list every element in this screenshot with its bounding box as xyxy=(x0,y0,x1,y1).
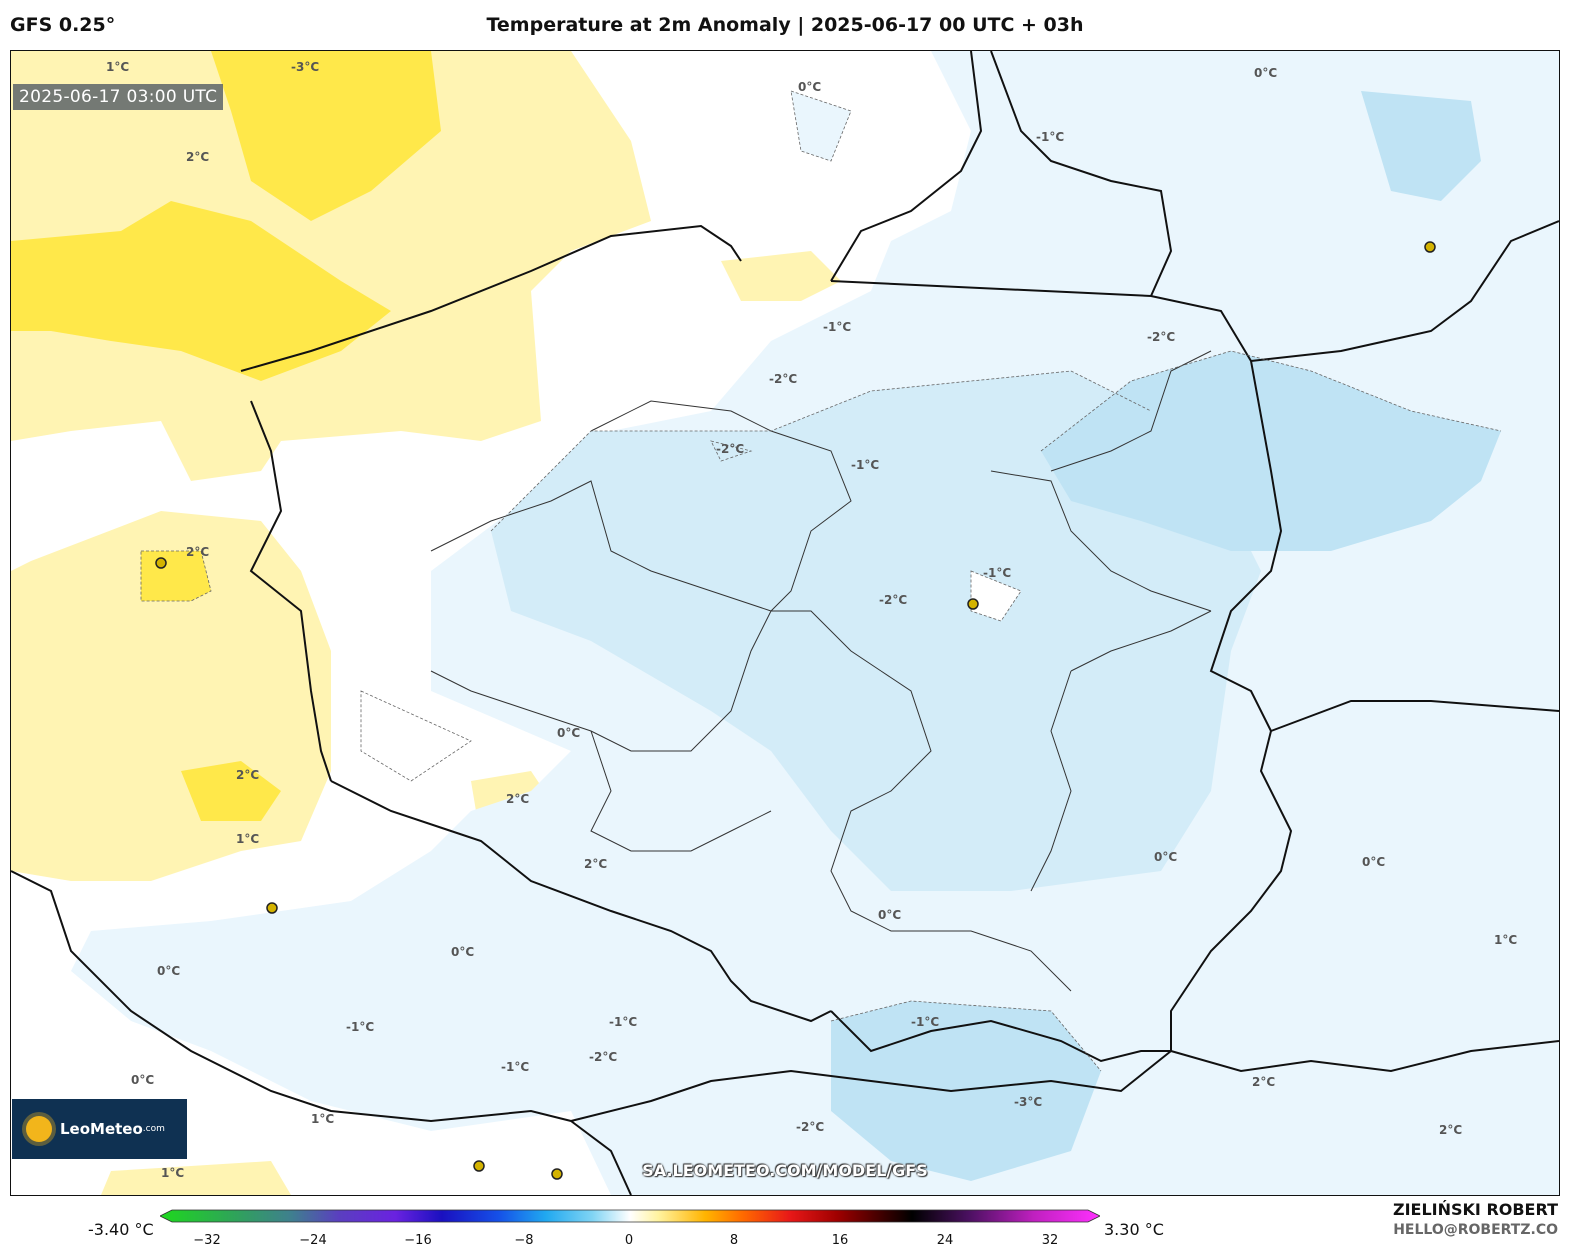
warm-core-denmark xyxy=(11,201,391,381)
border-ukraine-romania xyxy=(1170,1040,1559,1073)
colorbar-tick: −24 xyxy=(299,1233,327,1248)
city-marker-bratislava xyxy=(551,1168,563,1180)
isotherm-label: 1°C xyxy=(1494,933,1517,947)
isotherm-label: -3°C xyxy=(1014,1095,1042,1109)
colorbar-tick: 0 xyxy=(624,1233,634,1248)
colorbar-tick: −8 xyxy=(514,1233,534,1248)
city-marker-warsaw xyxy=(967,598,979,610)
colorbar-tick: 8 xyxy=(729,1233,739,1248)
isotherm-label: 2°C xyxy=(186,150,209,164)
isotherm-label: 1°C xyxy=(161,1166,184,1180)
city-marker-berlin xyxy=(155,557,167,569)
isotherm-label: -2°C xyxy=(589,1050,617,1064)
isotherm-label: -2°C xyxy=(1147,330,1175,344)
chart-title: Temperature at 2m Anomaly | 2025-06-17 0… xyxy=(486,14,1084,36)
colorbar-ticks: −32 −24 −16 −8 0 8 16 24 32 xyxy=(160,1233,1100,1253)
warm-area-baltic xyxy=(721,251,841,301)
border-belarus-lithuania xyxy=(1250,220,1559,362)
region-borders xyxy=(430,350,1212,992)
isotherm-label: -2°C xyxy=(879,593,907,607)
isotherm-label: 0°C xyxy=(1154,850,1177,864)
isotherm-label: 2°C xyxy=(506,792,529,806)
border-poland-russia xyxy=(830,280,1152,297)
isotherm-label: -1°C xyxy=(851,458,879,472)
border-austria xyxy=(570,1120,632,1195)
isotherm-label: -1°C xyxy=(1036,130,1064,144)
cold-spot-north xyxy=(790,90,852,162)
isotherm-label: 1°C xyxy=(311,1112,334,1126)
isotherm-label: -3°C xyxy=(291,60,319,74)
cold-core-slovakia xyxy=(831,1001,1101,1181)
border-poland-belarus xyxy=(1150,295,1283,732)
isotherm-label: 0°C xyxy=(451,945,474,959)
cold-area-central-poland xyxy=(491,371,1261,891)
border-poland-germany xyxy=(249,400,332,782)
leometeo-logo: LeoMeteo .com xyxy=(12,1099,187,1159)
isotherm-label: 1°C xyxy=(106,60,129,74)
coastline-gdansk xyxy=(830,51,983,282)
coastline-baltic xyxy=(240,224,742,372)
border-poland-slovakia xyxy=(830,1010,1171,1063)
colorbar-tick: −32 xyxy=(193,1233,221,1248)
author-email: HELLO@ROBERTZ.CO xyxy=(1393,1222,1558,1238)
isotherm-label: -1°C xyxy=(501,1060,529,1074)
isotherm-label: 2°C xyxy=(584,857,607,871)
city-marker-vilnius xyxy=(1424,241,1436,253)
source-watermark: SA.LEOMETEO.COM/MODEL/GFS xyxy=(642,1161,928,1180)
isotherm-label: -1°C xyxy=(911,1015,939,1029)
city-marker-prague xyxy=(266,902,278,914)
warm-core-north xyxy=(211,51,441,221)
warm-spot-center xyxy=(970,570,1022,622)
isotherm-label: 0°C xyxy=(557,726,580,740)
isotherm-label: -2°C xyxy=(796,1120,824,1134)
colorbar-max-label: 3.30 °C xyxy=(1104,1220,1164,1239)
isotherm-label: -1°C xyxy=(983,566,1011,580)
map-canvas: -3°C 2°C 1°C 0°C 0°C -1°C -1°C -2°C -2°C… xyxy=(11,51,1559,1195)
border-slovakia-hungary xyxy=(570,1050,1172,1122)
warm-core-south xyxy=(181,761,281,821)
isotherm-label: 1°C xyxy=(236,832,259,846)
isotherm-label: -1°C xyxy=(823,320,851,334)
sun-icon xyxy=(26,1116,52,1142)
country-borders xyxy=(11,51,1559,1195)
isotherm-label: 2°C xyxy=(186,545,209,559)
colorbar-tick: 24 xyxy=(936,1233,954,1248)
isotherm-label: -2°C xyxy=(769,372,797,386)
logo-text: LeoMeteo xyxy=(60,1120,143,1138)
isotherm-label: 2°C xyxy=(1252,1075,1275,1089)
border-belarus-russia xyxy=(1270,700,1559,732)
border-lithuania xyxy=(990,51,1173,297)
colorbar-tick: 32 xyxy=(1041,1233,1059,1248)
isotherm-label: 0°C xyxy=(1254,66,1277,80)
model-name: GFS 0.25° xyxy=(10,14,116,36)
warm-area-bottom-left xyxy=(101,1161,291,1195)
border-poland-czech xyxy=(330,780,832,1023)
isotherm-label: 2°C xyxy=(1439,1123,1462,1137)
isotherms xyxy=(140,350,1502,1072)
colorbar-min-label: -3.40 °C xyxy=(88,1220,154,1239)
warm-area-northwest xyxy=(11,51,651,481)
colorbar-tick: 16 xyxy=(831,1233,849,1248)
colorbar xyxy=(160,1209,1100,1223)
border-poland-ukraine xyxy=(1170,730,1293,1051)
isotherm-label: 0°C xyxy=(131,1073,154,1087)
isotherm-label: 0°C xyxy=(798,80,821,94)
isotherm-label: 0°C xyxy=(157,964,180,978)
anomaly-map: -3°C 2°C 1°C 0°C 0°C -1°C -1°C -2°C -2°C… xyxy=(10,50,1560,1196)
city-markers xyxy=(155,241,1436,1180)
isotherm-label: -2°C xyxy=(716,442,744,456)
cold-core-northeast xyxy=(1361,91,1481,201)
valid-time-label: 2025-06-17 03:00 UTC xyxy=(13,84,224,110)
city-marker-vienna xyxy=(473,1160,485,1172)
logo-suffix: .com xyxy=(142,1124,165,1134)
author-name: ZIELIŃSKI ROBERT xyxy=(1392,1200,1558,1219)
colorbar-tick: −16 xyxy=(404,1233,432,1248)
isotherm-label: 0°C xyxy=(878,908,901,922)
isotherm-labels: -3°C 2°C 1°C 0°C 0°C -1°C -1°C -2°C -2°C… xyxy=(106,60,1517,1180)
isotherm-label: 2°C xyxy=(236,768,259,782)
isotherm-label: 0°C xyxy=(1362,855,1385,869)
isotherm-label: -1°C xyxy=(346,1020,374,1034)
isotherm-label: -1°C xyxy=(609,1015,637,1029)
border-czech-germany xyxy=(11,870,572,1123)
